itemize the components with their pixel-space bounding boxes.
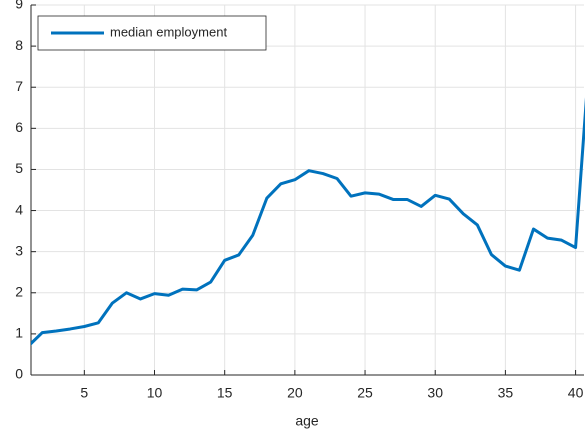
y-tick-label: 5 [15, 160, 23, 176]
x-tick-label: 25 [357, 385, 373, 401]
y-tick-label: 4 [15, 201, 23, 217]
data-line [31, 97, 585, 346]
y-tick-label: 7 [15, 78, 23, 94]
y-tick-label: 8 [15, 37, 23, 53]
x-tick-label: 30 [427, 385, 443, 401]
y-tick-label: 6 [15, 119, 23, 135]
x-axis-label: age [295, 413, 319, 429]
x-tick-label: 40 [568, 385, 584, 401]
x-tick-label: 15 [217, 385, 233, 401]
y-tick-label: 2 [15, 283, 23, 299]
y-tick-label: 3 [15, 242, 23, 258]
x-tick-label: 20 [287, 385, 303, 401]
y-tick-label: 0 [15, 366, 23, 382]
legend-label: median employment [110, 24, 227, 39]
x-tick-label: 5 [80, 385, 88, 401]
y-tick-label: 1 [15, 325, 23, 341]
x-tick-label: 10 [147, 385, 163, 401]
x-tick-label: 35 [498, 385, 514, 401]
plot-area [31, 97, 585, 346]
y-tick-label: 9 [15, 0, 23, 12]
